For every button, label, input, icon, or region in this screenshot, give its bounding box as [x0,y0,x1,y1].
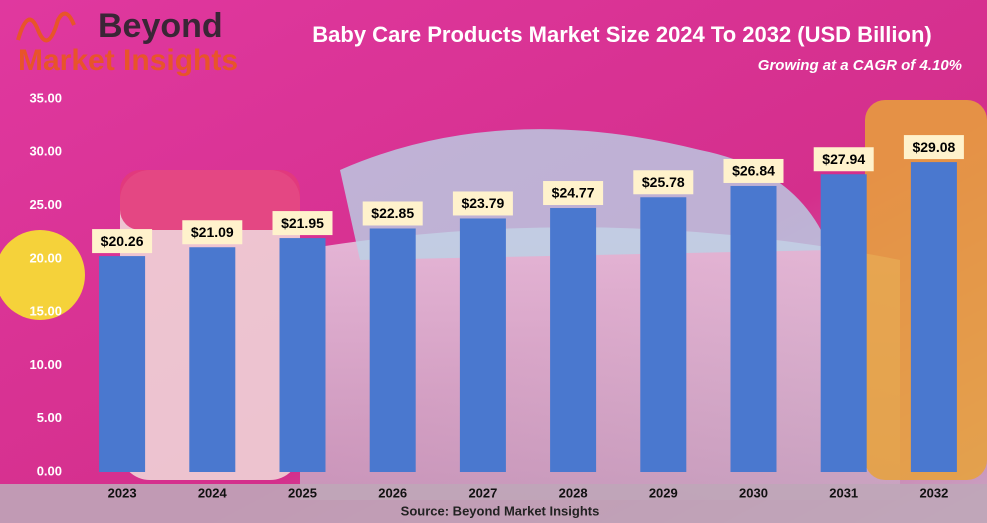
value-label-bg [723,158,784,183]
y-tick-label: 30.00 [29,144,62,159]
value-label: $20.26 [101,233,144,249]
logo-line1: Beyond [98,7,223,45]
bar [369,228,416,472]
value-label: $27.94 [822,151,865,167]
y-tick-label: 15.00 [29,304,62,319]
x-tick-label: 2024 [198,485,228,500]
value-label-bg [182,220,243,245]
x-tick-label: 2026 [378,485,407,500]
decor-duck [0,230,85,320]
bar [730,185,777,472]
value-label-bg [362,201,423,226]
x-tick-label: 2030 [739,485,768,500]
x-tick-label: 2029 [649,485,678,500]
y-tick-label: 10.00 [29,357,62,372]
chart-subtitle: Growing at a CAGR of 4.10% [758,57,962,74]
value-label: $26.84 [732,163,775,179]
decor-bottle-cap [120,170,300,230]
x-tick-label: 2028 [559,485,588,500]
x-tick-label: 2027 [468,485,497,500]
x-tick-label: 2023 [108,485,137,500]
value-label: $24.77 [552,185,595,201]
bar [459,218,506,472]
value-label-bg [272,211,333,236]
value-label: $29.08 [912,139,955,155]
value-label-bg [452,191,513,216]
value-label: $21.95 [281,215,324,231]
y-tick-label: 35.00 [29,90,62,105]
y-tick-label: 0.00 [37,463,62,478]
chart-title: Baby Care Products Market Size 2024 To 2… [312,22,931,47]
bar [550,208,597,472]
value-label-bg [813,147,874,172]
value-label: $21.09 [191,224,234,240]
bar [279,238,326,472]
bar [99,256,146,472]
logo-icon [16,11,76,43]
bar [640,197,687,472]
y-tick-label: 5.00 [37,410,62,425]
value-label-bg [633,170,694,195]
value-label-bg [903,135,964,160]
y-tick-label: 20.00 [29,250,62,265]
source: Source: Beyond Market Insights [401,503,600,518]
y-tick-label: 25.00 [29,197,62,212]
x-tick-label: 2025 [288,485,317,500]
bar [189,247,236,472]
x-tick-label: 2032 [919,485,948,500]
value-label: $25.78 [642,174,685,190]
value-label: $22.85 [371,205,414,221]
value-label-bg [543,181,604,206]
bar [820,174,867,472]
bar [910,162,957,473]
x-tick-label: 2031 [829,485,858,500]
value-label: $23.79 [461,195,504,211]
logo-line2: Market Insights [18,44,238,77]
value-label-bg [92,229,153,254]
decor-floor [0,484,987,523]
